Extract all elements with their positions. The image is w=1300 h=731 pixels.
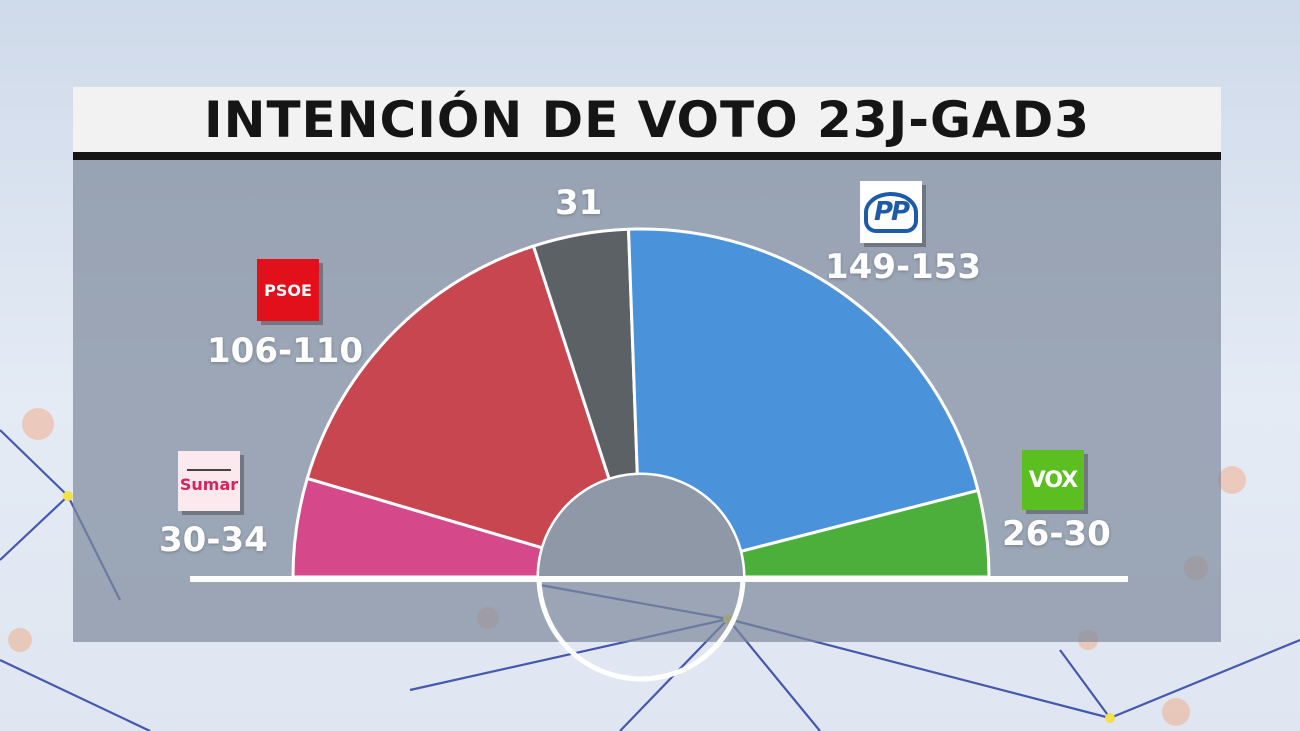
chart-title: INTENCIÓN DE VOTO 23J-GAD3 xyxy=(204,90,1090,149)
psoe-logo-icon: PSOE xyxy=(257,259,319,321)
inner-half-disc xyxy=(539,475,743,577)
sumar-logo-icon: Sumar xyxy=(178,451,240,511)
vox-logo-icon: VOX xyxy=(1022,450,1084,510)
seats-label-sumar: 30-34 xyxy=(159,520,268,560)
seats-label-vox: 26-30 xyxy=(1002,514,1111,554)
hemicycle-wedge-pp xyxy=(627,227,980,579)
pp-logo-icon: PP xyxy=(860,181,922,243)
title-bar: INTENCIÓN DE VOTO 23J-GAD3 xyxy=(73,87,1221,160)
seats-label-otros: 31 xyxy=(555,183,603,223)
seats-label-pp: 149-153 xyxy=(825,247,982,287)
hemicycle-wedge-psoe xyxy=(305,244,643,579)
seats-label-psoe: 106-110 xyxy=(207,331,364,371)
